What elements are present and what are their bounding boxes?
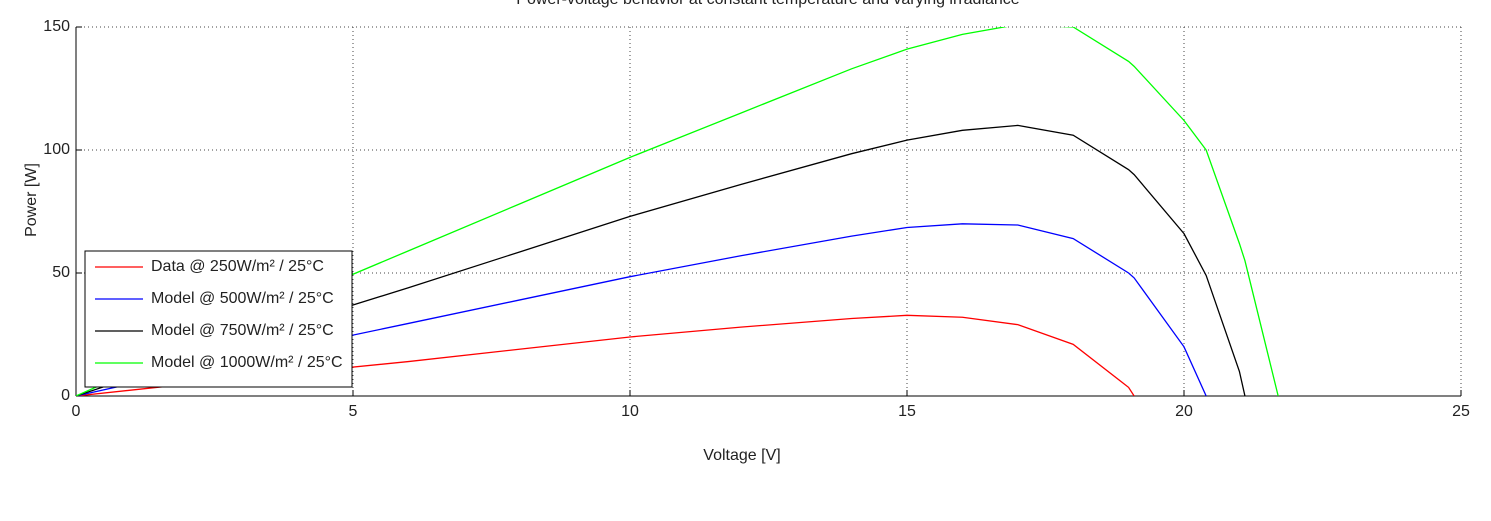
- y-tick-label: 0: [61, 387, 70, 404]
- x-tick-label: 25: [1452, 403, 1470, 420]
- legend-box: [84, 250, 353, 388]
- x-tick-label: 5: [349, 403, 358, 420]
- y-tick-label: 50: [52, 264, 70, 281]
- legend-label: Model @ 500W/m² / 25°C: [151, 290, 334, 307]
- series-line: [76, 223, 1207, 396]
- legend-label: Model @ 1000W/m² / 25°C: [151, 354, 343, 371]
- chart-title: Power-voltage behavior at constant tempe…: [516, 0, 1019, 8]
- series-line: [76, 27, 1279, 396]
- legend-label: Data @ 250W/m² / 25°C: [151, 258, 324, 275]
- x-tick-label: 15: [898, 403, 916, 420]
- y-tick-label: 150: [43, 18, 70, 35]
- x-tick-label: 20: [1175, 403, 1193, 420]
- x-tick-label: 10: [621, 403, 639, 420]
- y-tick-label: 100: [43, 141, 70, 158]
- series-line: [76, 124, 1246, 396]
- x-axis-label: Voltage [V]: [703, 447, 780, 464]
- y-axis-label: Power [W]: [23, 163, 40, 237]
- x-tick-label: 0: [72, 403, 81, 420]
- legend-label: Model @ 750W/m² / 25°C: [151, 322, 334, 339]
